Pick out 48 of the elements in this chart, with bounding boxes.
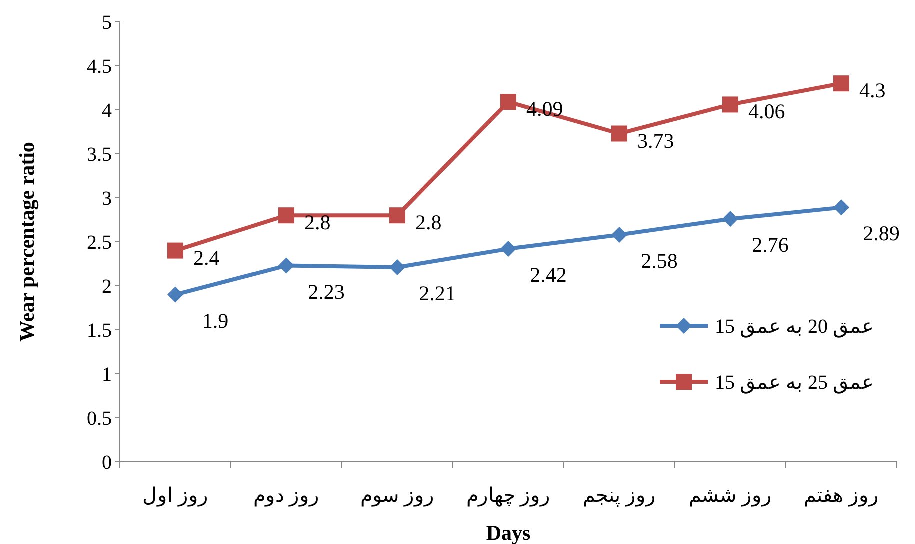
x-tick-label: روز سوم — [360, 485, 434, 507]
data-label: 4.06 — [748, 100, 786, 124]
point — [500, 241, 516, 258]
point — [612, 126, 628, 142]
y-tick-label: 2 — [102, 276, 112, 298]
point — [834, 200, 850, 216]
data-label: 2.76 — [752, 233, 789, 258]
y-tick-label: 4 — [102, 100, 112, 122]
data-label: 4.3 — [860, 78, 886, 103]
data-label: 2.8 — [304, 210, 331, 235]
x-tick-label: روز ششم — [689, 485, 772, 507]
data-label: 2.42 — [530, 263, 567, 288]
x-tick-label: روز اول — [142, 485, 208, 507]
y-tick-label: 5 — [102, 12, 112, 34]
point — [168, 242, 184, 259]
data-label: 2.58 — [641, 248, 678, 273]
y-tick-label: 0 — [102, 452, 112, 474]
legend-label: عمق 20 به عمق 15 — [715, 316, 874, 338]
point — [278, 258, 294, 274]
y-tick-label: 2.5 — [87, 232, 112, 254]
y-tick-label: 3.5 — [87, 144, 112, 166]
data-label: 2.23 — [308, 280, 345, 304]
y-tick-label: 3 — [102, 188, 112, 210]
x-tick-label: روز هفتم — [804, 485, 879, 507]
legend-label: عمق 25 به عمق 15 — [715, 372, 874, 394]
point — [612, 226, 628, 243]
x-tick-label: روز چهارم — [466, 485, 550, 507]
data-label: 1.9 — [202, 308, 229, 333]
point — [168, 286, 184, 303]
point — [390, 260, 406, 276]
data-label: 2.21 — [419, 282, 456, 306]
y-tick-label: 0.5 — [87, 408, 112, 430]
point — [390, 208, 406, 224]
y-tick-label: 4.5 — [87, 56, 112, 78]
point — [834, 76, 850, 92]
y-tick-label: 1 — [102, 364, 112, 386]
data-label: 2.8 — [416, 210, 442, 235]
y-tick-label: 1.5 — [87, 320, 112, 342]
x-tick-label: روز پنجم — [583, 485, 656, 507]
point — [500, 94, 516, 110]
y-axis-title: Wear percentage ratio — [15, 142, 39, 342]
x-tick-label: روز دوم — [254, 485, 320, 507]
point — [722, 211, 738, 228]
point — [722, 96, 738, 113]
data-label: 2.89 — [863, 222, 900, 246]
data-label: 3.73 — [638, 128, 674, 153]
point — [278, 208, 294, 224]
data-label: 2.4 — [194, 246, 220, 270]
